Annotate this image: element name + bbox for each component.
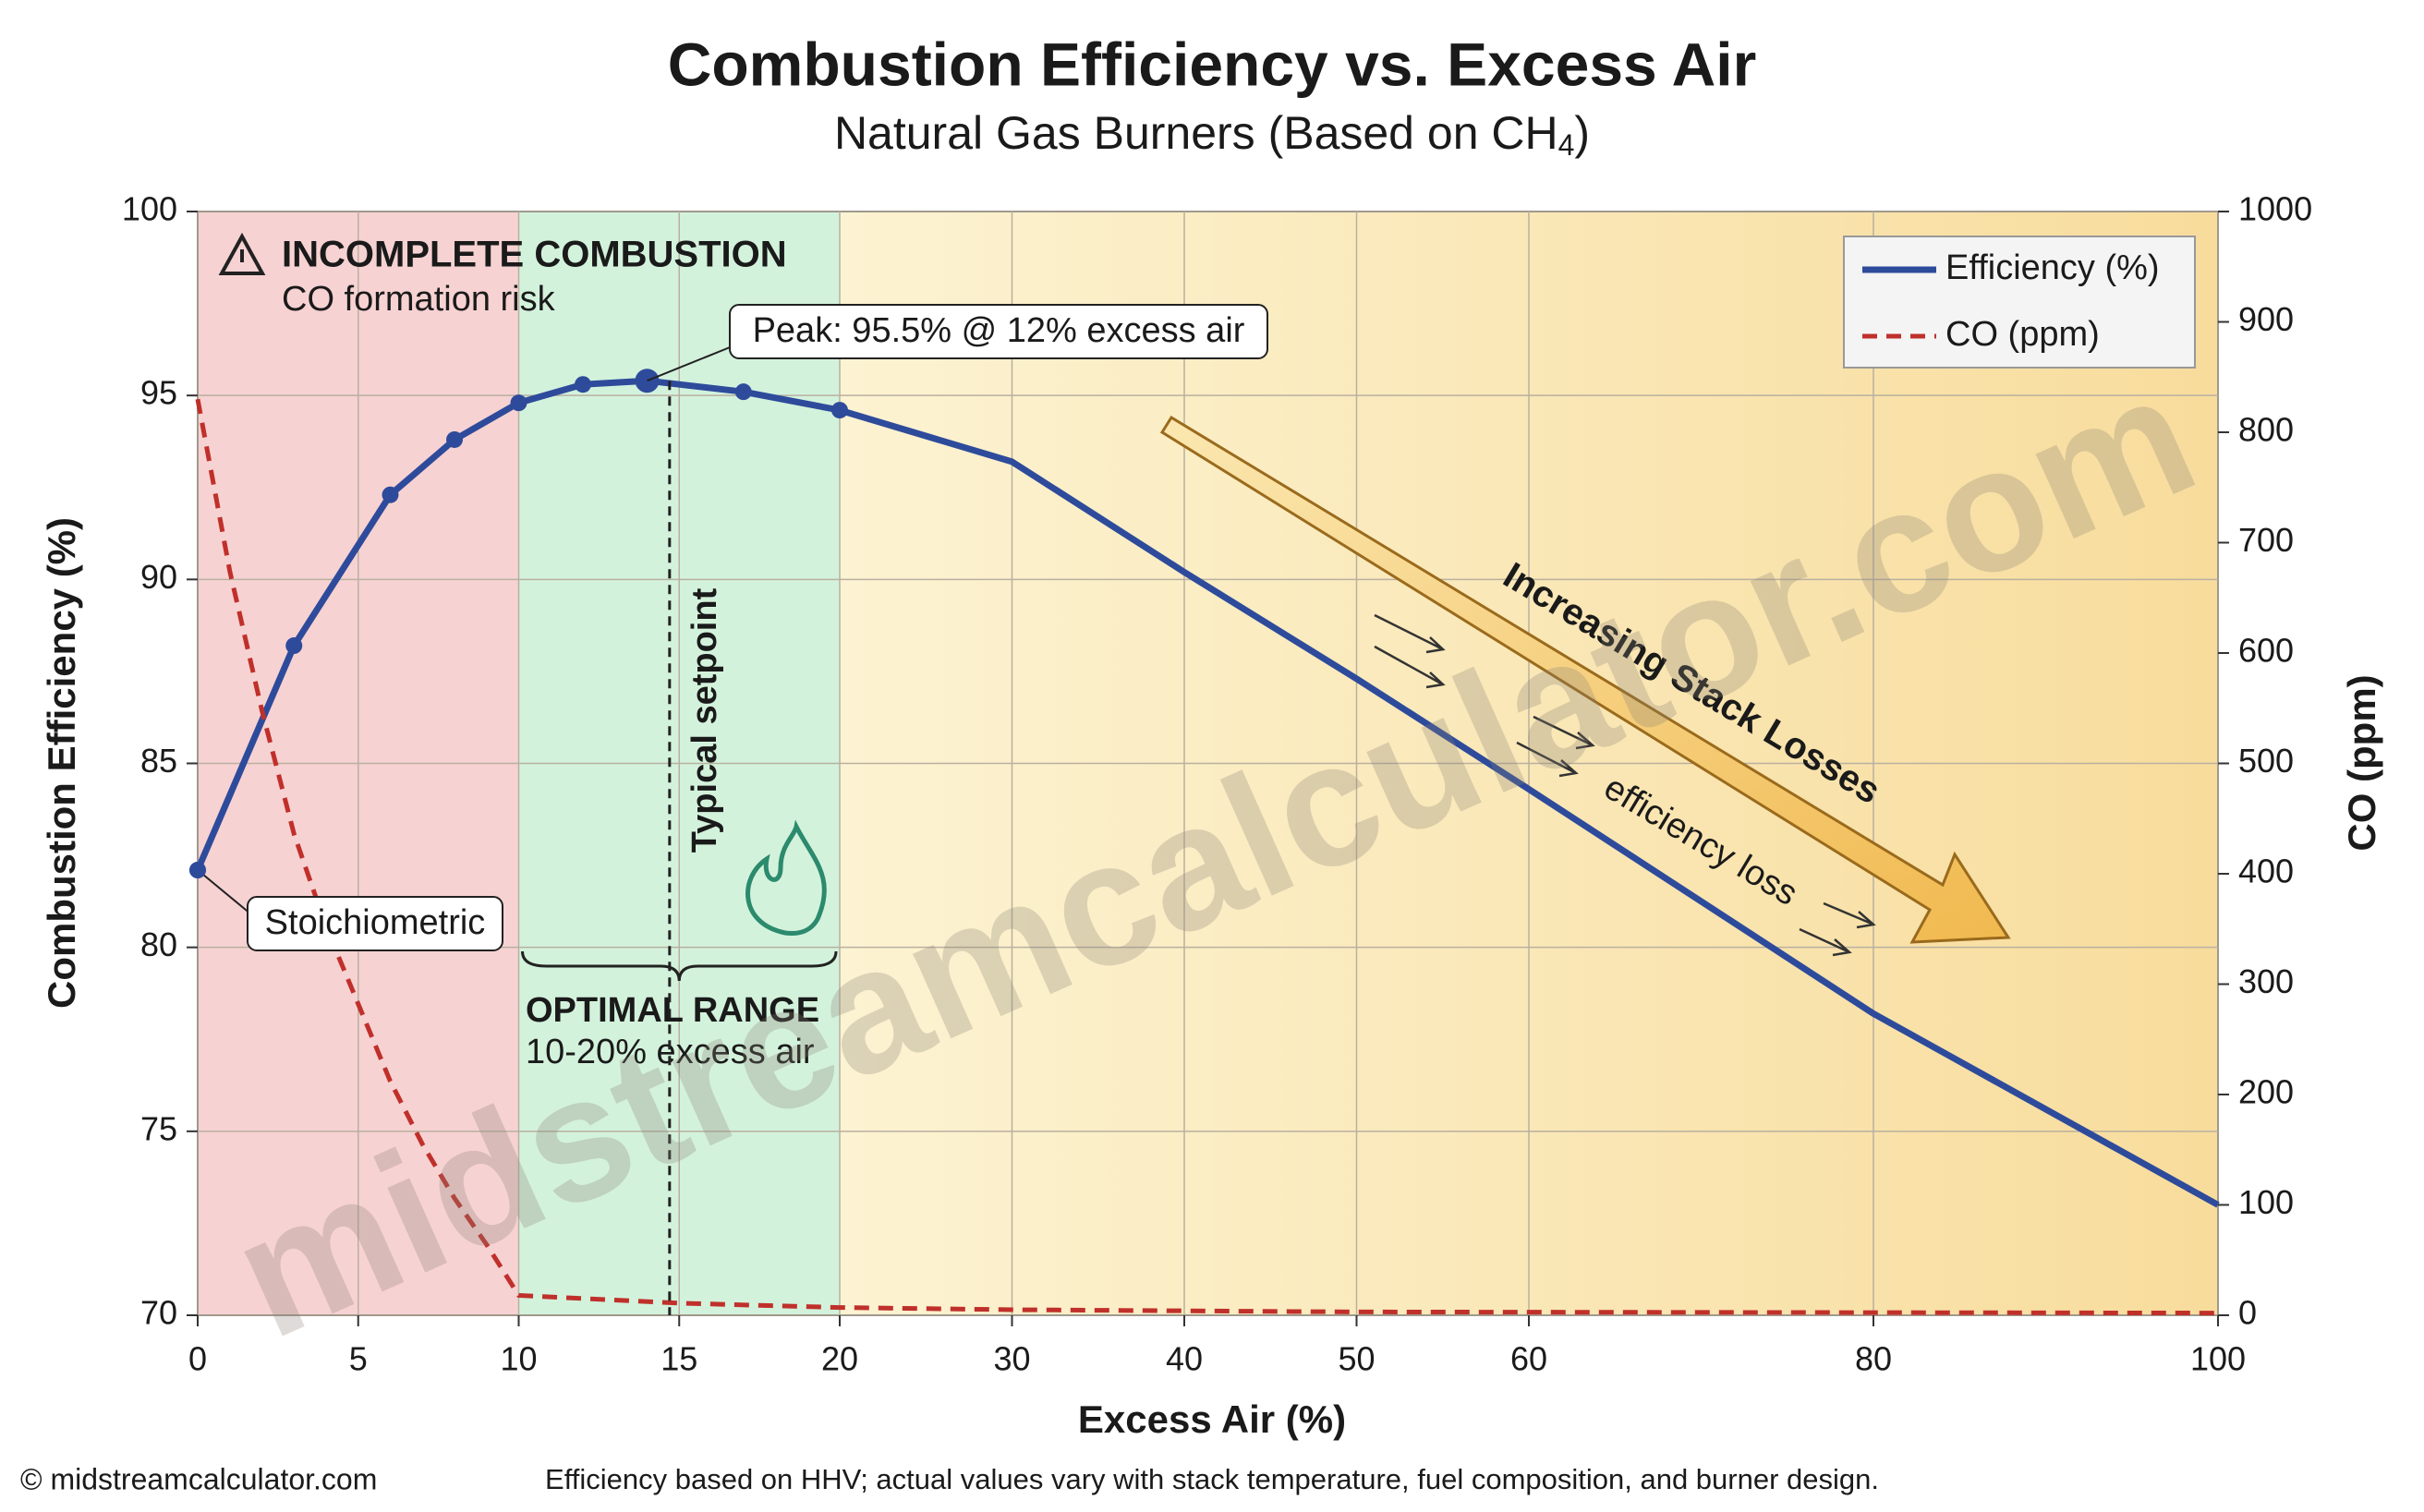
y2-tick-label: 0 xyxy=(2238,1294,2257,1332)
chart-title: Combustion Efficiency vs. Excess Air xyxy=(668,30,1757,98)
x-tick-label: 0 xyxy=(188,1340,207,1378)
stoich-leader xyxy=(197,869,252,915)
stack-loss-arrow xyxy=(1159,415,2011,944)
x-axis-title: Excess Air (%) xyxy=(1078,1397,1346,1441)
footer-note: Efficiency based on HHV; actual values v… xyxy=(545,1463,1879,1495)
peak-label: Peak: 95.5% @ 12% excess air xyxy=(753,311,1245,350)
y-tick-label: 75 xyxy=(140,1109,177,1147)
x-tick-label: 30 xyxy=(993,1340,1030,1378)
x-tick-label: 5 xyxy=(349,1340,368,1378)
series-marker xyxy=(446,430,463,448)
x-tick-label: 20 xyxy=(821,1340,858,1378)
series-marker xyxy=(510,394,527,412)
setpoint-label: Typical setpoint xyxy=(685,587,724,853)
peak-leader xyxy=(647,343,740,382)
series-marker xyxy=(382,486,399,503)
y2-tick-label: 1000 xyxy=(2238,190,2312,228)
footer-left: © midstreamcalculator.com xyxy=(20,1462,377,1495)
y-axis-title: Combustion Efficiency (%) xyxy=(40,517,83,1009)
series-marker xyxy=(831,402,848,419)
x-tick-label: 50 xyxy=(1338,1340,1375,1378)
stoich-marker xyxy=(189,862,206,879)
legend-label: Efficiency (%) xyxy=(1945,248,2160,287)
legend-box xyxy=(1843,236,2196,369)
y2-tick-label: 900 xyxy=(2238,300,2294,338)
zone-sublabel: CO formation risk xyxy=(282,280,556,319)
subtitle-subscript: 4 xyxy=(1558,128,1575,162)
y2-tick-label: 300 xyxy=(2238,962,2294,1000)
small-arrows xyxy=(1374,613,1876,957)
y2-tick-label: 100 xyxy=(2238,1183,2294,1221)
chart-subtitle: Natural Gas Burners (Based on CH4) xyxy=(834,107,1590,162)
x-tick-label: 40 xyxy=(1166,1340,1203,1378)
legend-label: CO (ppm) xyxy=(1945,315,2100,354)
peak-box xyxy=(729,304,1268,359)
y-tick-label: 100 xyxy=(122,190,177,228)
series-marker xyxy=(285,637,303,655)
series-marker xyxy=(734,383,752,401)
y2-tick-label: 200 xyxy=(2238,1073,2294,1111)
y2-tick-label: 700 xyxy=(2238,521,2294,559)
x-tick-label: 80 xyxy=(1855,1340,1892,1378)
subtitle-text: Natural Gas Burners (Based on CH xyxy=(834,107,1558,159)
y2-tick-label: 500 xyxy=(2238,742,2294,780)
warning-icon xyxy=(218,232,266,275)
y2-tick-label: 800 xyxy=(2238,411,2294,449)
y-tick-label: 80 xyxy=(140,925,177,963)
y2-tick-label: 600 xyxy=(2238,632,2294,670)
stoich-box xyxy=(247,896,503,951)
y2-axis-title: CO (ppm) xyxy=(2340,674,2383,851)
y-tick-label: 70 xyxy=(140,1294,177,1332)
x-tick-label: 15 xyxy=(661,1340,697,1378)
optimal-brace xyxy=(521,950,838,982)
y-tick-label: 90 xyxy=(140,558,177,596)
flame-icon xyxy=(745,819,827,936)
x-tick-label: 60 xyxy=(1510,1340,1547,1378)
zone-label: OPTIMAL RANGE xyxy=(526,991,819,1030)
series-marker xyxy=(575,376,591,393)
y2-tick-label: 400 xyxy=(2238,853,2294,890)
zone-label: INCOMPLETE COMBUSTION xyxy=(282,235,787,275)
y-tick-label: 95 xyxy=(140,374,177,412)
x-tick-label: 100 xyxy=(2190,1340,2246,1378)
subtitle-suffix: ) xyxy=(1574,107,1590,159)
stoich-label: Stoichiometric xyxy=(265,903,486,942)
x-tick-label: 10 xyxy=(500,1340,537,1378)
y-tick-label: 85 xyxy=(140,742,177,780)
